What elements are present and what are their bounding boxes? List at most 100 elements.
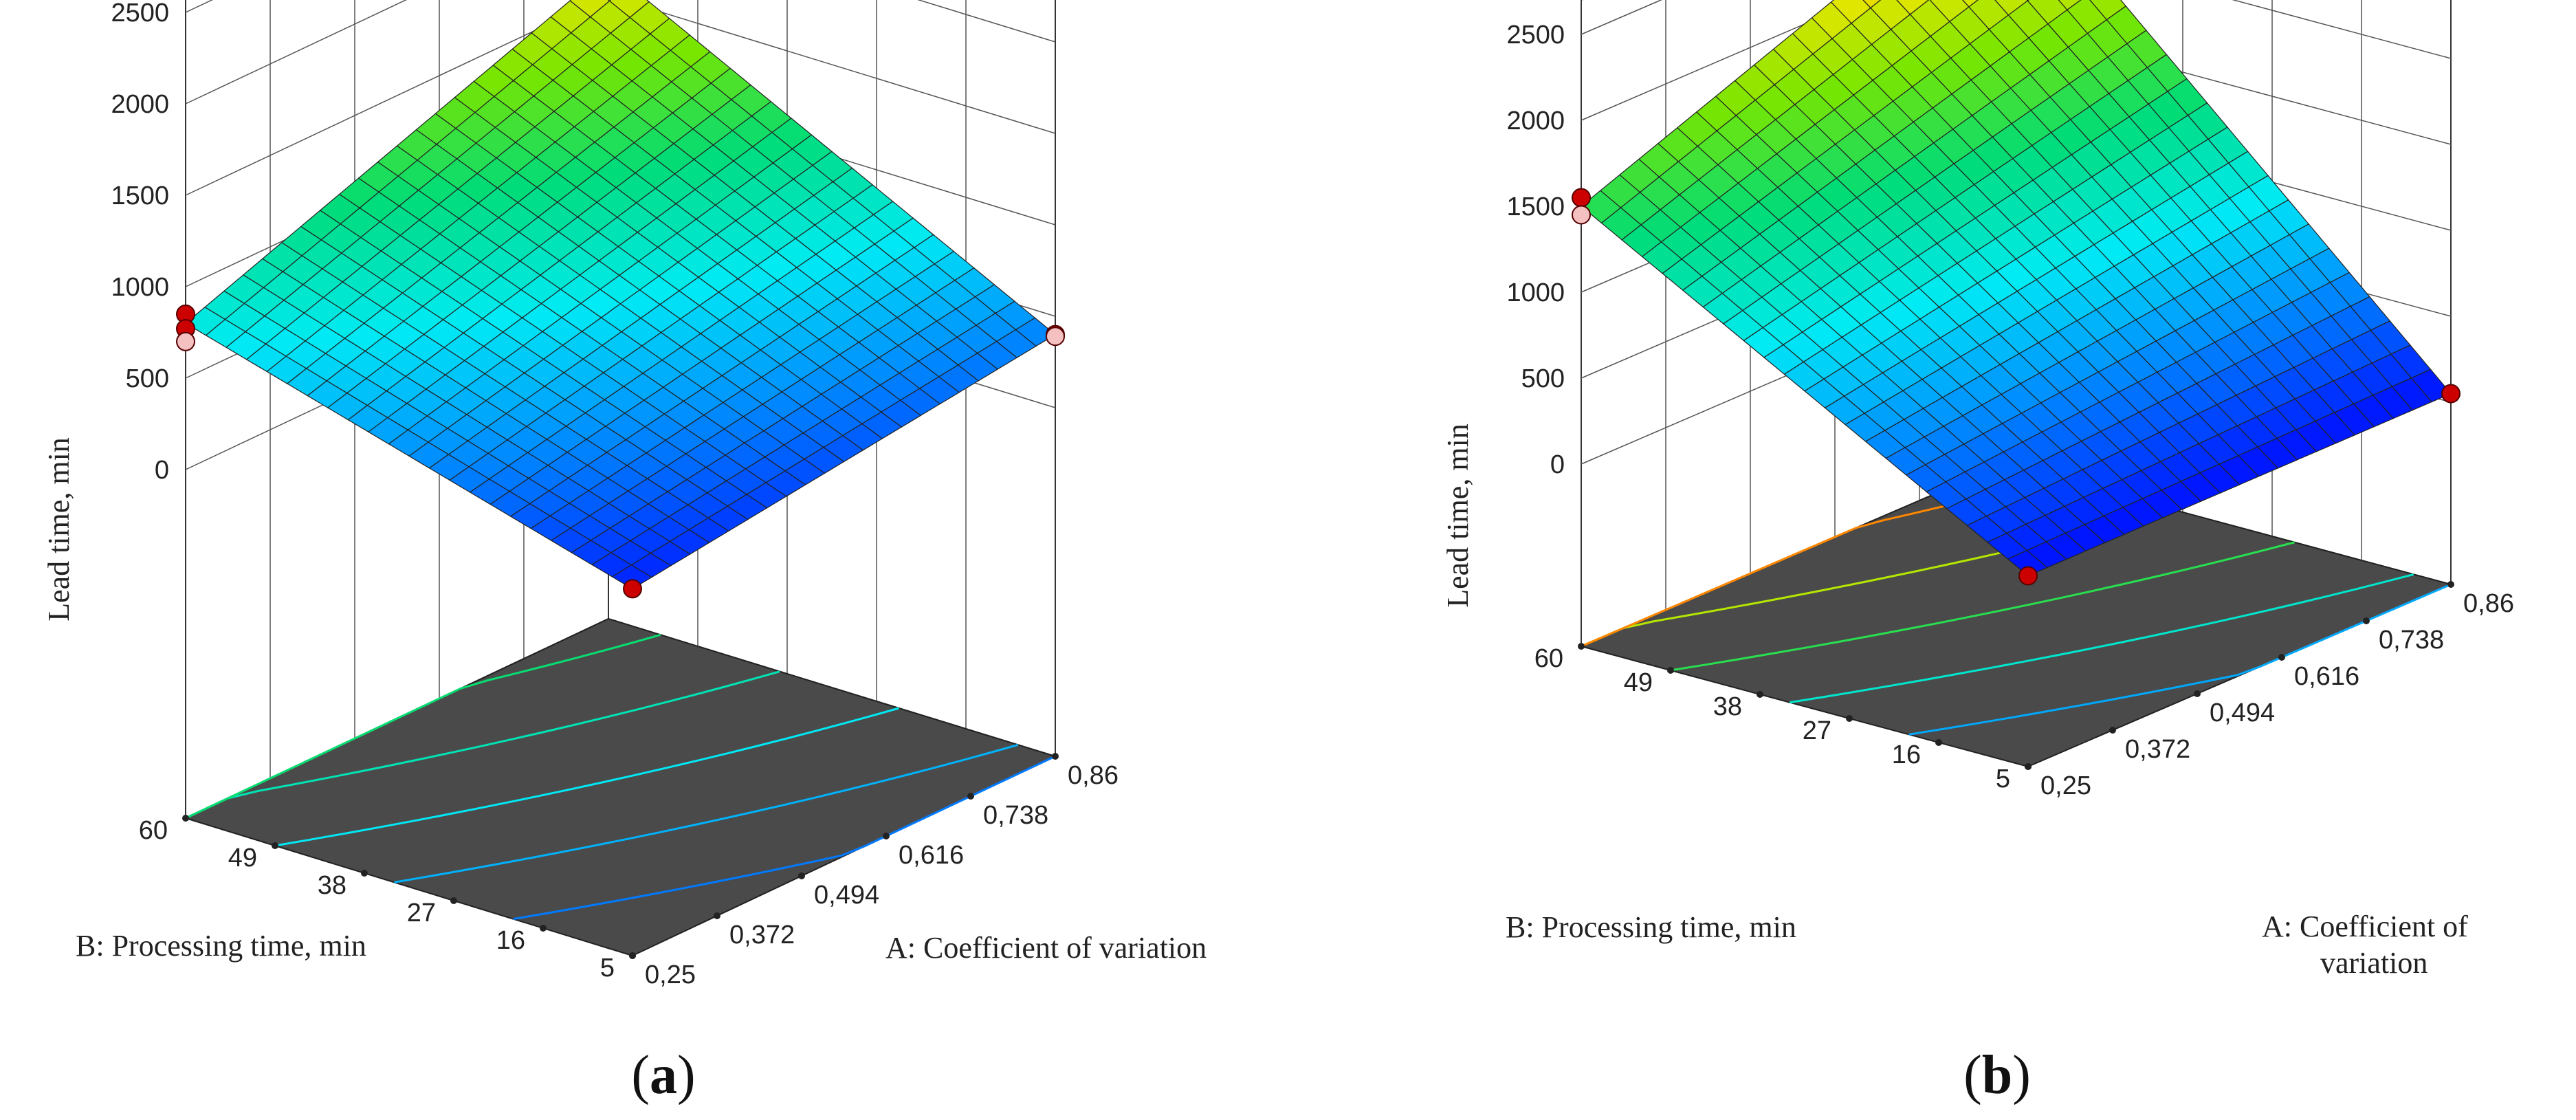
y-tick-label: 5 bbox=[600, 954, 615, 982]
panel-b-caption-letter: b bbox=[1982, 1045, 2013, 1106]
z-tick-label: 2500 bbox=[111, 0, 169, 28]
design-point bbox=[2018, 566, 2038, 586]
y-tick-mark bbox=[272, 842, 278, 849]
y-tick-mark bbox=[182, 815, 189, 822]
z-tick-label: 2000 bbox=[111, 90, 169, 119]
panel-b: 0 500 1000 1500 2000 2500 0,25 0,372 0,494 0,616 0… bbox=[1441, 0, 2514, 1106]
panel-a-zlabel: Lead time, min bbox=[42, 437, 76, 622]
z-tick-label: 0 bbox=[1550, 450, 1565, 479]
design-point bbox=[1572, 188, 1591, 208]
panel-b-xlabel-line1: A: Coefficient of bbox=[2262, 910, 2468, 943]
y-tick-label: 60 bbox=[139, 816, 168, 845]
x-tick-label: 0,372 bbox=[2125, 735, 2190, 764]
panel-a-surface bbox=[184, 0, 1057, 590]
wall-gridline-z bbox=[185, 0, 1056, 105]
x-tick-mark bbox=[883, 833, 890, 839]
panel-a-ticks: 0 500 1000 1500 2000 2500 0,25 0,372 0,494 0,616 0… bbox=[111, 0, 1119, 989]
y-tick-label: 5 bbox=[1996, 765, 2010, 793]
x-tick-mark bbox=[714, 912, 720, 919]
panel-b-design-points bbox=[1572, 188, 2461, 586]
floor-contour bbox=[1908, 583, 2452, 736]
panel-b-xlabel-line2: variation bbox=[2320, 946, 2428, 980]
y-tick-label: 16 bbox=[496, 926, 525, 955]
panel-a-caption: (a) bbox=[631, 1045, 695, 1106]
y-tick-mark bbox=[361, 870, 368, 877]
panel-a-caption-letter: a bbox=[650, 1045, 677, 1106]
floor-contour bbox=[185, 670, 780, 820]
design-point bbox=[623, 579, 642, 599]
panel-b-surface bbox=[1581, 0, 2452, 577]
design-point bbox=[1572, 205, 1591, 225]
z-tick-label: 500 bbox=[126, 364, 169, 393]
y-tick-label: 27 bbox=[1803, 716, 1831, 745]
panel-b-ylabel: B: Processing time, min bbox=[1506, 910, 1796, 944]
z-tick-label: 2500 bbox=[1506, 21, 1565, 50]
floor-contour bbox=[1790, 573, 2414, 704]
y-tick-mark bbox=[450, 897, 457, 904]
x-tick-mark bbox=[2109, 727, 2116, 734]
panel-a: 0 500 1000 1500 2000 2500 0,25 0,372 0,494 0,616 0… bbox=[42, 0, 1207, 1106]
z-tick-label: 500 bbox=[1521, 364, 1565, 393]
panel-a-xlabel: A: Coefficient of variation bbox=[885, 931, 1207, 965]
y-tick-mark bbox=[1846, 715, 1853, 722]
x-tick-label: 0,494 bbox=[814, 881, 879, 910]
z-tick-label: 1500 bbox=[1506, 193, 1565, 221]
floor-plane bbox=[184, 617, 1057, 957]
z-tick-label: 0 bbox=[155, 456, 169, 485]
panel-b-caption: (b) bbox=[1963, 1045, 2031, 1106]
y-tick-mark bbox=[629, 952, 636, 959]
panel-b-floor bbox=[1578, 463, 2454, 768]
y-tick-mark bbox=[2025, 763, 2032, 770]
x-tick-mark bbox=[967, 793, 974, 800]
y-tick-label: 49 bbox=[1624, 668, 1653, 697]
x-tick-label: 0,25 bbox=[2040, 771, 2091, 800]
z-tick-label: 1000 bbox=[111, 273, 169, 302]
wall-gridline-z bbox=[1581, 0, 2452, 121]
x-tick-mark bbox=[798, 872, 805, 879]
y-tick-label: 38 bbox=[318, 871, 346, 900]
surface-cell bbox=[611, 564, 653, 590]
y-tick-label: 38 bbox=[1713, 692, 1742, 721]
y-tick-mark bbox=[1935, 739, 1942, 746]
y-tick-label: 60 bbox=[1534, 644, 1563, 673]
x-tick-label: 0,25 bbox=[645, 960, 696, 989]
design-point bbox=[1046, 327, 1065, 347]
x-tick-label: 0,494 bbox=[2210, 699, 2275, 727]
x-tick-label: 0,738 bbox=[2379, 626, 2444, 655]
surface-cell bbox=[1962, 0, 1979, 8]
y-tick-mark bbox=[1578, 643, 1585, 650]
y-tick-label: 49 bbox=[228, 844, 257, 872]
x-tick-mark bbox=[2278, 654, 2285, 661]
x-tick-mark bbox=[2363, 617, 2370, 624]
design-point bbox=[2441, 384, 2461, 404]
y-tick-mark bbox=[540, 925, 547, 932]
y-tick-label: 16 bbox=[1892, 740, 1921, 769]
panel-a-floor bbox=[184, 617, 1057, 957]
floor-contour bbox=[513, 755, 1056, 921]
x-tick-label: 0,616 bbox=[899, 841, 964, 870]
z-tick-label: 1500 bbox=[111, 182, 169, 210]
floor-contour bbox=[185, 633, 661, 820]
panel-a-design-points bbox=[176, 304, 1065, 599]
floor-contour bbox=[1670, 541, 2295, 672]
x-tick-mark bbox=[2194, 690, 2201, 697]
wall-gridline-z bbox=[185, 0, 1056, 196]
surface-cell bbox=[1862, 0, 1882, 9]
design-point bbox=[176, 331, 195, 351]
x-tick-mark bbox=[2447, 581, 2454, 588]
x-tick-label: 0,738 bbox=[983, 801, 1048, 830]
y-tick-mark bbox=[1757, 691, 1763, 698]
panel-b-ticks: 0 500 1000 1500 2000 2500 0,25 0,372 0,494 0,616 0… bbox=[1506, 21, 2514, 800]
x-tick-label: 0,86 bbox=[1068, 761, 1119, 790]
x-tick-label: 0,372 bbox=[729, 921, 795, 949]
panel-a-ylabel: B: Processing time, min bbox=[76, 929, 366, 963]
surface-cell bbox=[2007, 549, 2049, 577]
x-tick-label: 0,86 bbox=[2463, 589, 2514, 618]
z-tick-label: 1000 bbox=[1506, 278, 1565, 307]
floor-contour bbox=[394, 743, 1019, 883]
floor-contour bbox=[274, 707, 899, 847]
x-tick-mark bbox=[1052, 753, 1059, 760]
y-tick-label: 27 bbox=[407, 899, 436, 927]
x-tick-label: 0,616 bbox=[2294, 662, 2359, 691]
